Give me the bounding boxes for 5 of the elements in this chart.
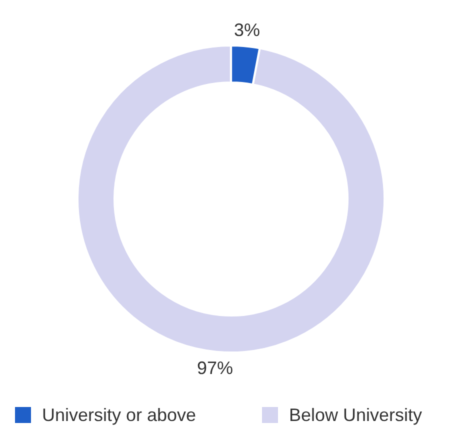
data-label: 97% bbox=[196, 358, 234, 378]
data-label: 3% bbox=[234, 20, 260, 40]
donut-slice bbox=[78, 46, 384, 352]
legend-label: University or above bbox=[42, 405, 196, 425]
legend-label: Below University bbox=[289, 405, 422, 425]
